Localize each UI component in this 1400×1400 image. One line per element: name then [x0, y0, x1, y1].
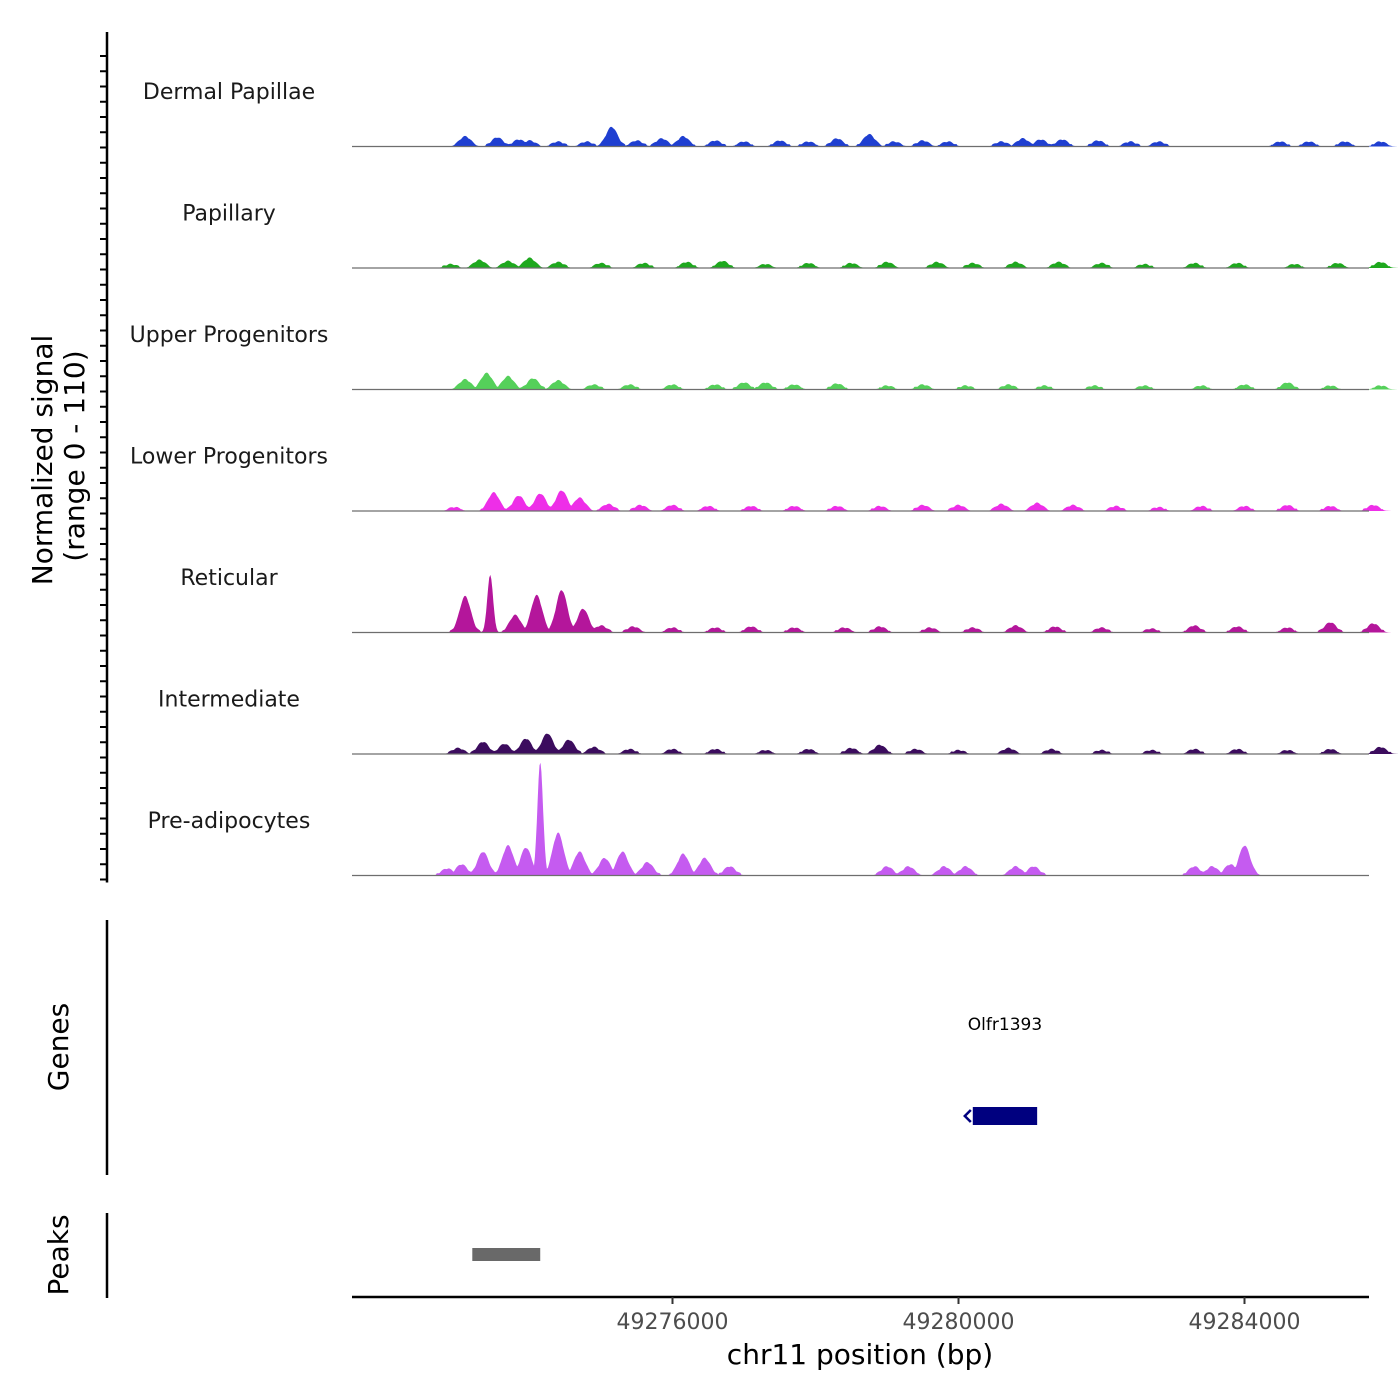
gene-olfr1393: Olfr1393 — [963, 1015, 1042, 1125]
track-papillary: Papillary — [182, 202, 1399, 269]
y-axis-range: (range 0 - 110) — [58, 350, 91, 561]
track-label: Reticular — [180, 566, 278, 591]
track-label: Dermal Papillae — [143, 80, 315, 105]
coverage-area — [436, 490, 1392, 511]
coverage-area — [447, 126, 1399, 147]
y-axis-title: Normalized signal — [26, 335, 59, 586]
x-tick-label: 49276000 — [617, 1310, 729, 1335]
track-dermal-papillae: Dermal Papillae — [143, 80, 1399, 148]
x-tick-label: 49280000 — [903, 1310, 1015, 1335]
peak-region — [472, 1248, 541, 1261]
genes-track: Olfr1393 — [963, 1015, 1042, 1125]
track-label: Pre-adipocytes — [148, 809, 311, 834]
track-label: Papillary — [182, 202, 276, 227]
track-reticular: Reticular — [180, 566, 1392, 634]
peaks-track-title: Peaks — [42, 1214, 75, 1295]
coverage-area — [429, 762, 1263, 876]
track-intermediate: Intermediate — [158, 688, 1399, 755]
x-axis-title: chr11 position (bp) — [727, 1338, 993, 1371]
genes-track-title: Genes — [42, 1003, 75, 1091]
coverage-tracks: Dermal Papillae Papillary Upper Progenitor… — [130, 80, 1399, 877]
coverage-y-axis — [100, 32, 109, 883]
track-label: Upper Progenitors — [130, 323, 329, 348]
track-upper-progenitors: Upper Progenitors — [130, 323, 1399, 391]
track-label: Intermediate — [158, 688, 300, 713]
coverage-area — [447, 574, 1392, 633]
track-lower-progenitors: Lower Progenitors — [130, 445, 1392, 512]
strand-arrow-icon — [963, 1109, 972, 1123]
coverage-area — [440, 733, 1399, 754]
gene-body — [972, 1107, 1038, 1125]
x-tick-label: 49284000 — [1189, 1310, 1301, 1335]
track-label: Lower Progenitors — [130, 445, 328, 470]
coverage-area — [433, 257, 1399, 268]
gene-label: Olfr1393 — [968, 1015, 1042, 1035]
track-pre-adipocytes: Pre-adipocytes — [148, 762, 1369, 877]
peaks-track — [472, 1248, 541, 1261]
x-axis: 49276000 49280000 49284000 — [617, 1297, 1301, 1335]
coverage-area — [447, 372, 1399, 390]
